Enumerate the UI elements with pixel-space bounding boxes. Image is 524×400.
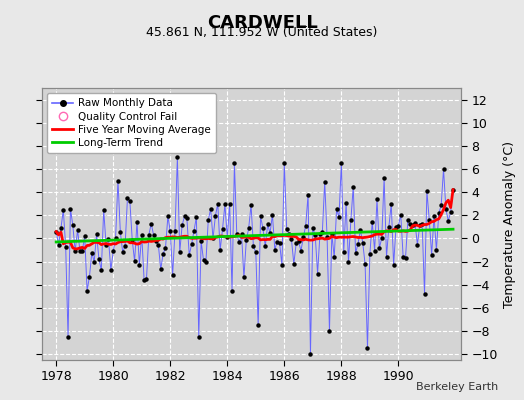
Y-axis label: Temperature Anomaly (°C): Temperature Anomaly (°C) [504,140,517,308]
Text: Berkeley Earth: Berkeley Earth [416,382,498,392]
Text: CARDWELL: CARDWELL [206,14,318,32]
Text: 45.861 N, 111.952 W (United States): 45.861 N, 111.952 W (United States) [146,26,378,39]
Legend: Raw Monthly Data, Quality Control Fail, Five Year Moving Average, Long-Term Tren: Raw Monthly Data, Quality Control Fail, … [47,93,216,153]
